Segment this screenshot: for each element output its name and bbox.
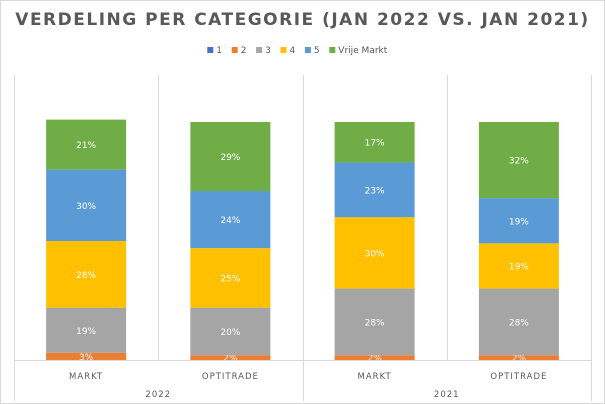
bar-segment-series-6 [478, 122, 559, 199]
data-label: 19% [76, 327, 96, 337]
bar-segment-series-3 [478, 288, 559, 356]
bar-segment-series-4 [46, 241, 127, 308]
data-label: 25% [220, 274, 240, 284]
bar-segment-series-6 [46, 119, 127, 170]
legend-swatch [207, 47, 214, 53]
data-label: 23% [365, 186, 385, 196]
data-label: 17% [365, 139, 385, 149]
bar-segment-series-5 [478, 198, 559, 244]
group-label: 2021 [434, 390, 460, 400]
data-label: 2% [223, 354, 238, 364]
legend-swatch [329, 47, 336, 53]
bar-segment-series-4 [190, 248, 271, 308]
data-label: 28% [76, 271, 96, 281]
data-label: 30% [365, 249, 385, 259]
legend-label: 4 [290, 46, 296, 56]
category-label: OPTITRADE [490, 372, 547, 382]
bar-segment-series-3 [190, 307, 271, 356]
legend-swatch [231, 47, 238, 53]
data-label: 28% [509, 318, 529, 328]
legend-label: 2 [241, 46, 247, 56]
bar-segment-series-6 [190, 122, 271, 192]
legend-label: Vrije Markt [338, 46, 387, 56]
legend-swatch [304, 47, 311, 53]
legend-swatch [256, 47, 263, 53]
bar-segment-series-3 [46, 307, 127, 353]
bar-segment-series-6 [334, 122, 415, 163]
data-label: 19% [509, 217, 529, 227]
bar-segment-series-5 [334, 162, 415, 218]
legend-label: 3 [265, 46, 271, 56]
category-label: MARKT [358, 372, 392, 382]
data-label: 24% [220, 216, 240, 226]
bar-segment-series-4 [478, 243, 559, 289]
data-label: 3% [79, 353, 94, 363]
bar-segment-series-3 [334, 288, 415, 356]
data-label: 21% [76, 141, 96, 151]
data-label: 2% [367, 354, 382, 364]
data-label: 19% [509, 262, 529, 272]
bar-segment-series-2 [334, 355, 415, 360]
bar-segment-series-2 [46, 352, 127, 360]
bar-segment-series-5 [46, 169, 127, 241]
bar-segment-series-2 [190, 355, 271, 360]
bar-segment-series-4 [334, 217, 415, 289]
data-label: 2% [512, 354, 527, 364]
data-label: 28% [365, 318, 385, 328]
bar-segment-series-2 [478, 355, 559, 360]
bar-segment-series-5 [190, 191, 271, 249]
data-label: 30% [76, 202, 96, 212]
data-label: 32% [509, 157, 529, 167]
category-label: MARKT [69, 372, 103, 382]
legend-label: 1 [216, 46, 222, 56]
data-label: 29% [220, 153, 240, 163]
category-label: OPTITRADE [202, 372, 259, 382]
legend-swatch [280, 47, 287, 53]
group-label: 2022 [145, 390, 171, 400]
legend-label: 5 [314, 46, 320, 56]
chart-title: VERDELING PER CATEGORIE (JAN 2022 VS. JA… [15, 10, 590, 30]
data-label: 20% [220, 328, 240, 338]
